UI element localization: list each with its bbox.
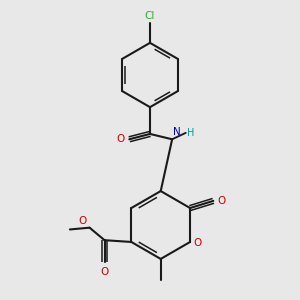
- Text: O: O: [217, 196, 225, 206]
- Text: N: N: [173, 128, 181, 137]
- Text: Cl: Cl: [145, 11, 155, 21]
- Text: O: O: [117, 134, 125, 144]
- Text: O: O: [194, 238, 202, 248]
- Text: H: H: [187, 128, 194, 138]
- Text: O: O: [100, 267, 109, 277]
- Text: O: O: [78, 216, 87, 226]
